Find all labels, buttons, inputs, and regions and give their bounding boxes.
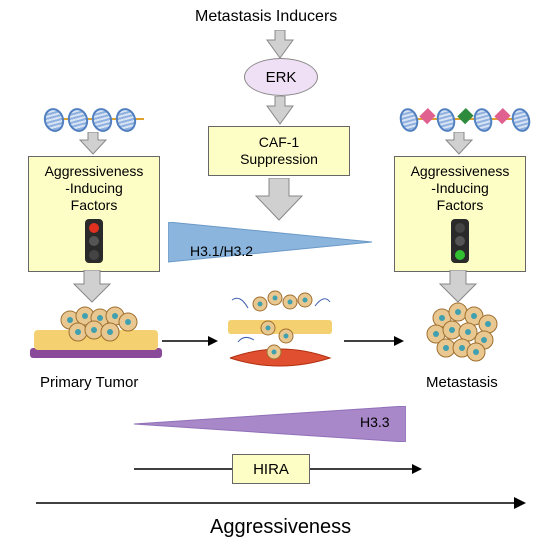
right-factors-l3: Factors	[437, 197, 484, 214]
metastasis-graphic	[412, 300, 512, 370]
title: Metastasis Inducers	[195, 8, 337, 26]
arrow-nuc-left-down	[78, 132, 108, 156]
aggressiveness-arrow	[36, 494, 526, 512]
h31-h32-label: H3.1/H3.2	[190, 243, 253, 259]
caf1-line1: CAF-1	[259, 134, 299, 151]
nucleosomes-right	[400, 108, 530, 132]
erk-label: ERK	[266, 69, 297, 86]
hira-box: HIRA	[232, 454, 310, 484]
right-factors-l2: -Inducing	[431, 180, 489, 197]
erk-node: ERK	[244, 58, 318, 96]
arrow-tumor-to-invasion	[162, 334, 220, 348]
caf1-box: CAF-1 Suppression	[208, 126, 350, 176]
left-factors-l1: Aggressiveness	[45, 163, 144, 180]
arrow-right-to-met	[438, 270, 478, 304]
nucleosomes-left	[44, 108, 144, 132]
caf1-line2: Suppression	[240, 151, 318, 168]
arrow-title-to-erk	[265, 30, 295, 60]
arrow-erk-to-caf1	[265, 96, 295, 126]
arrow-left-to-tumor	[72, 270, 112, 304]
metastasis-label: Metastasis	[426, 374, 498, 391]
h33-label: H3.3	[360, 414, 390, 430]
traffic-light-red	[85, 219, 103, 263]
traffic-light-green	[451, 219, 469, 263]
primary-tumor-graphic	[30, 306, 162, 366]
aggressiveness-label: Aggressiveness	[210, 516, 351, 539]
hira-label: HIRA	[253, 461, 289, 478]
arrow-nuc-right-down	[444, 132, 474, 156]
arrow-invasion-to-met	[344, 334, 406, 348]
left-factors-box: Aggressiveness -Inducing Factors	[28, 156, 160, 272]
right-factors-box: Aggressiveness -Inducing Factors	[394, 156, 526, 272]
right-factors-l1: Aggressiveness	[411, 163, 510, 180]
left-factors-l2: -Inducing	[65, 180, 123, 197]
arrow-caf1-down	[254, 178, 304, 222]
left-factors-l3: Factors	[71, 197, 118, 214]
invasion-graphic	[220, 290, 340, 380]
primary-tumor-label: Primary Tumor	[40, 374, 138, 391]
